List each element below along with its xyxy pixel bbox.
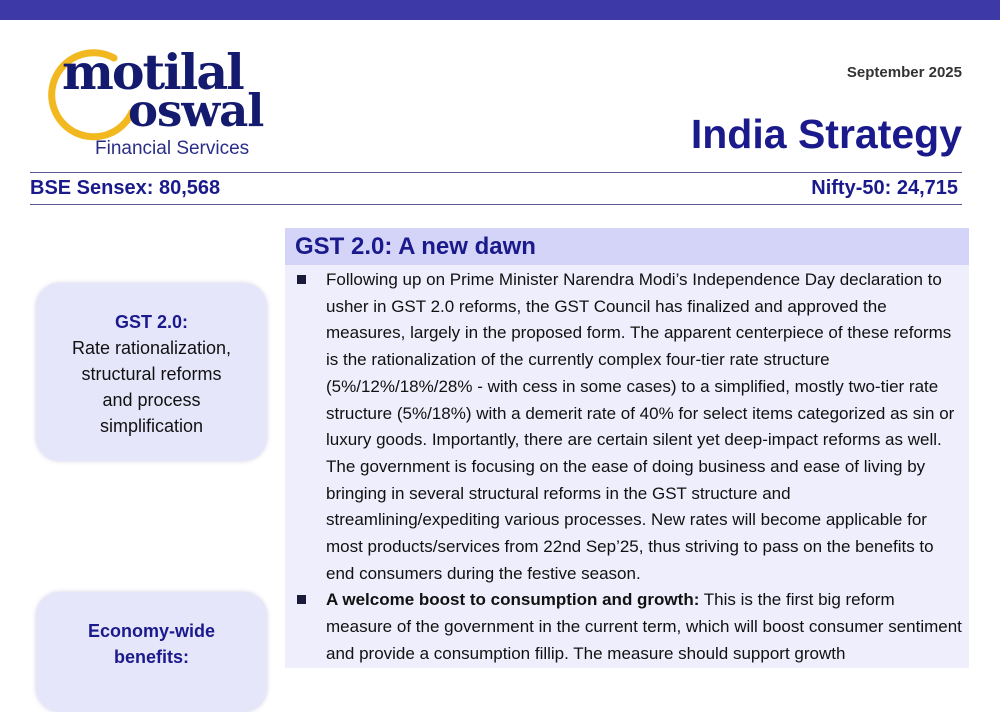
logo-text-oswal: oswal	[128, 84, 264, 137]
bse-sensex-value: BSE Sensex: 80,568	[30, 177, 221, 199]
sidebar-box-line: Rate rationalization,	[71, 338, 232, 358]
divider-bottom	[30, 204, 962, 205]
sidebar-box-economy: Economy-wide benefits:	[36, 592, 267, 712]
sidebar-box-subtitle: benefits:	[113, 647, 189, 667]
sidebar-box-gst: GST 2.0: Rate rationalization, structura…	[36, 283, 267, 461]
nifty-value: Nifty-50: 24,715	[811, 177, 958, 199]
company-logo: motilal oswal Financial Services	[40, 40, 280, 165]
logo-ring-icon	[48, 49, 136, 141]
section-heading: GST 2.0: A new dawn	[285, 228, 969, 265]
main-content: GST 2.0: A new dawn Following up on Prim…	[285, 228, 969, 668]
report-date: September 2025	[846, 64, 962, 81]
report-title: India Strategy	[690, 111, 962, 157]
sidebar-box-title: Economy-wide	[87, 621, 216, 641]
logo-text-motilal: motilal	[62, 43, 245, 101]
sidebar-box-title: GST 2.0:	[114, 312, 189, 332]
bullet-paragraph: A welcome boost to consumption and growt…	[285, 587, 969, 667]
top-bar	[0, 0, 1000, 20]
bullet-lead: A welcome boost to consumption and growt…	[326, 590, 700, 610]
sidebar-box-line: simplification	[99, 416, 204, 436]
divider-top	[30, 172, 962, 173]
sidebar-box-line: structural reforms	[81, 364, 222, 384]
bullet-paragraph: Following up on Prime Minister Narendra …	[285, 267, 969, 587]
logo-text-financial-services: Financial Services	[95, 138, 250, 159]
sidebar-box-line: and process	[102, 390, 201, 410]
